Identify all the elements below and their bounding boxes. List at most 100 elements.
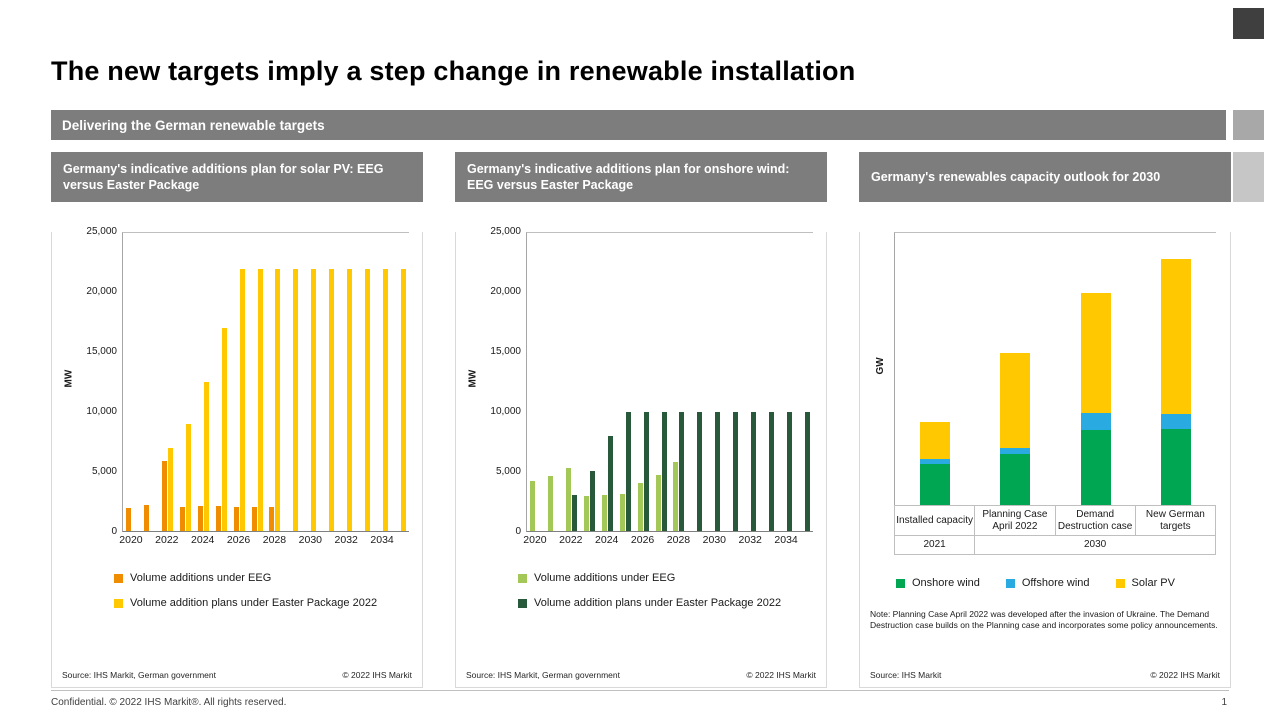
bar-group (123, 233, 141, 531)
copyright-note: © 2022 IHS Markit (342, 670, 412, 680)
bar-group (724, 233, 742, 531)
legend-swatch (1005, 578, 1015, 588)
plot-area (526, 232, 813, 532)
plot-area (122, 232, 409, 532)
y-axis-label: GW (875, 356, 887, 374)
source-row: Source: IHS Markit, German government © … (466, 670, 816, 680)
bar-group (616, 233, 634, 531)
y-axis-title-box: MW (466, 232, 480, 532)
bar-group (230, 233, 248, 531)
panel-onshore-wind: Germany's indicative additions plan for … (455, 152, 827, 688)
legend-label: Offshore wind (1021, 577, 1090, 589)
legend-label: Volume additions under EEG (130, 572, 272, 584)
bar-group (195, 233, 213, 531)
footer-confidential: Confidential. © 2022 IHS Markit®. All ri… (51, 697, 287, 708)
bar (346, 268, 352, 531)
bar-group (706, 233, 724, 531)
bar-group (545, 233, 563, 531)
bar (293, 268, 299, 531)
bar-group (284, 233, 302, 531)
bar (768, 411, 774, 531)
y-tick-label: 10,000 (490, 406, 521, 417)
bar (203, 382, 209, 531)
category-cell: Installed capacity (893, 505, 976, 536)
bar (221, 328, 227, 531)
bar-group (177, 233, 195, 531)
bar-group (742, 233, 760, 531)
legend-label: Volume addition plans under Easter Packa… (534, 597, 782, 609)
y-tick-label: 0 (515, 526, 521, 537)
bar (257, 268, 263, 531)
bar-group (777, 233, 795, 531)
y-tick-label: 25,000 (490, 226, 521, 237)
category-cell: New German targets (1134, 505, 1217, 536)
y-tick-label: 5,000 (495, 466, 521, 477)
legend-item: Onshore wind (896, 577, 980, 589)
y-tick-label: 20,000 (86, 286, 117, 297)
x-tick-label: 2032 (334, 534, 358, 546)
bar-group (759, 233, 777, 531)
legend-item: Offshore wind (1005, 577, 1090, 589)
chart-note: Note: Planning Case April 2022 was devel… (870, 609, 1218, 631)
bar-group (212, 233, 230, 531)
y-tick-label: 20,000 (490, 286, 521, 297)
y-axis-label: MW (467, 369, 479, 388)
bar-group (599, 233, 617, 531)
section-banner: Delivering the German renewable targets (51, 110, 1226, 140)
bar-group (373, 233, 391, 531)
x-tick-label: 2026 (226, 534, 251, 546)
y-tick-label: 15,000 (490, 346, 521, 357)
panel-title-capacity-outlook: Germany's renewables capacity outlook fo… (859, 152, 1231, 202)
bar (697, 411, 703, 531)
y-tick-label: 0 (111, 526, 117, 537)
bar-group (320, 233, 338, 531)
bar (715, 411, 721, 531)
bar (126, 508, 132, 531)
bar-group (670, 233, 688, 531)
bar (233, 507, 239, 531)
bar (566, 467, 572, 531)
legend-item: Solar PV (1115, 577, 1175, 589)
page-number: 1 (1221, 697, 1227, 708)
banner-side-block (1233, 110, 1264, 140)
chart-card-capacity-outlook: GW Installed capacity Planning Case April… (859, 232, 1231, 688)
stacked-bar (1160, 259, 1191, 505)
bar (661, 411, 667, 531)
bar (144, 504, 150, 531)
bar (197, 505, 203, 531)
panel-title-onshore-wind: Germany's indicative additions plan for … (455, 152, 827, 202)
panel-title-solar-pv: Germany's indicative additions plan for … (51, 152, 423, 202)
x-tick-label: 2034 (774, 534, 798, 546)
bar (364, 268, 370, 531)
bar-group (141, 233, 159, 531)
bar (619, 494, 625, 531)
bar-group (688, 233, 706, 531)
bar (251, 507, 257, 531)
bar (530, 480, 536, 531)
stacked-bar (1000, 352, 1031, 505)
footer-divider (51, 690, 1229, 691)
category-axis-table-wrap: Installed capacity Planning Case April 20… (893, 505, 1217, 555)
x-tick-label: 2020 (119, 534, 143, 546)
bar (673, 461, 679, 531)
x-tick-label: 2022 (559, 534, 583, 546)
legend-label: Solar PV (1131, 577, 1175, 589)
bar (590, 471, 596, 531)
y-axis-ticks: 0 5,000 10,000 15,000 20,000 25,000 (480, 226, 526, 537)
legend: Onshore wind Offshore wind Solar PV (896, 577, 1230, 589)
category-row: Installed capacity Planning Case April 20… (893, 505, 1217, 536)
bar-group (266, 233, 284, 531)
y-axis-title-box: MW (62, 232, 76, 532)
bar (400, 268, 406, 531)
x-tick-label: 2032 (738, 534, 762, 546)
legend-swatch (518, 573, 527, 583)
legend-label: Volume addition plans under Easter Packa… (130, 597, 378, 609)
stacked-bar (1080, 293, 1111, 505)
page-title: The new targets imply a step change in r… (51, 56, 856, 86)
bar (625, 411, 631, 531)
section-banner-label: Delivering the German renewable targets (62, 117, 325, 133)
y-axis-label: MW (63, 369, 75, 388)
stacked-bar (920, 421, 951, 505)
bar-group (581, 233, 599, 531)
